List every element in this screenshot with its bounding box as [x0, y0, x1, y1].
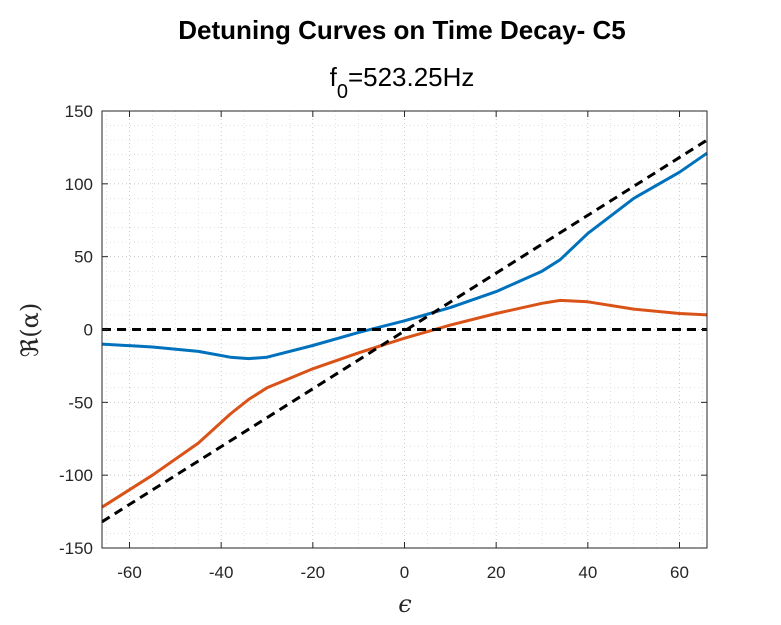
series-line-1 — [101, 151, 708, 361]
chart-subtitle: f0=523.25Hz — [330, 62, 475, 103]
subtitle-subscript: 0 — [337, 81, 348, 103]
y-tick-label: 150 — [65, 102, 93, 121]
subtitle-base: f — [330, 62, 338, 92]
x-tick-label: 0 — [400, 563, 409, 582]
y-tick-label: 0 — [84, 321, 93, 340]
x-tick-label: -20 — [301, 563, 326, 582]
x-tick-label: 20 — [487, 563, 506, 582]
y-tick-label: 50 — [74, 248, 93, 267]
y-axis: -150 -100 -50 0 50 100 150 — [59, 102, 707, 558]
y-tick-label: -100 — [59, 466, 93, 485]
subtitle-rest: =523.25Hz — [348, 62, 474, 92]
x-axis-label: ϵ — [398, 590, 411, 618]
chart-title: Detuning Curves on Time Decay- C5 — [178, 15, 625, 45]
series-line-2 — [101, 298, 708, 509]
x-axis: -60 -40 -20 0 20 40 60 — [117, 111, 689, 582]
y-tick-label: 100 — [65, 175, 93, 194]
y-tick-label: -150 — [59, 539, 93, 558]
x-tick-label: -60 — [117, 563, 142, 582]
y-tick-label: -50 — [68, 393, 93, 412]
x-tick-label: -40 — [209, 563, 234, 582]
x-tick-label: 40 — [578, 563, 597, 582]
y-axis-label: ℜ(α) — [16, 303, 44, 357]
plot-area — [101, 138, 708, 524]
x-tick-label: 60 — [670, 563, 689, 582]
